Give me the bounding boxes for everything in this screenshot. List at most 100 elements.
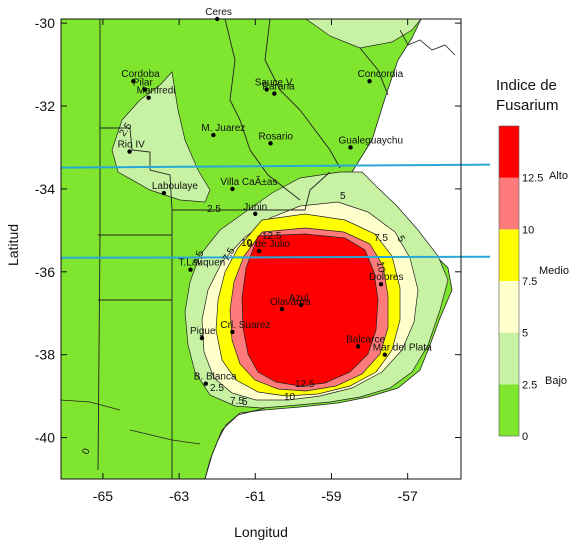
city-dot xyxy=(367,78,372,84)
city-label: Gualeguaychu xyxy=(339,135,404,146)
city-dot xyxy=(131,78,136,84)
x-tick-label: -59 xyxy=(321,488,341,504)
city-label: 9 de Julio xyxy=(247,239,290,250)
city-marker: Manfredi xyxy=(137,86,176,100)
city-label: Junin xyxy=(243,202,267,213)
city-dot xyxy=(230,329,235,335)
city-dot xyxy=(230,186,235,192)
city-label: Cordoba xyxy=(121,69,160,80)
legend-swatch xyxy=(499,281,519,333)
city-marker: Laboulaye xyxy=(152,181,199,196)
city-dot xyxy=(348,145,353,150)
southern-coast xyxy=(61,399,266,479)
city-label: Concordia xyxy=(358,69,404,80)
legend-title-line1: Indice de xyxy=(496,77,557,94)
legend-title-line2: Fusarium xyxy=(496,97,559,114)
city-dot xyxy=(127,149,132,154)
y-tick-label: -40 xyxy=(35,430,55,446)
city-dot xyxy=(298,302,304,308)
plot-frame xyxy=(60,18,462,480)
zone-2.5-5-north xyxy=(305,19,422,49)
city-marker: Villa CaÃ±as xyxy=(220,175,277,192)
city-marker: B. Blanca xyxy=(194,372,237,386)
contour-label: 12.5 xyxy=(262,231,282,242)
city-label: Crl. Suarez xyxy=(220,320,270,331)
city-marker: Rosario xyxy=(259,131,294,146)
city-label: Villa CaÃ±as xyxy=(220,175,277,188)
x-tick-label: -65 xyxy=(93,488,113,504)
contour-label: 10 xyxy=(241,238,253,249)
city-dot xyxy=(382,352,388,357)
contour-label: 5 xyxy=(394,234,407,245)
legend-swatch xyxy=(499,384,519,436)
y-tick-label: -30 xyxy=(35,15,55,31)
city-marker: M. Juarez xyxy=(201,123,245,138)
contour-label: 12.5 xyxy=(295,379,315,390)
city-dot xyxy=(146,95,151,100)
city-label: Pilar xyxy=(133,77,154,88)
zone-2.5-5-west xyxy=(111,71,211,203)
city-label: Sauce V. xyxy=(255,77,295,88)
city-marker: Azul xyxy=(289,293,308,308)
city-label: Manfredi xyxy=(137,86,176,97)
city-label: Olavarria xyxy=(270,297,311,308)
x-tick-label: -63 xyxy=(169,488,189,504)
y-tick-label: -36 xyxy=(35,264,55,280)
contour-label: 5 xyxy=(340,191,346,202)
y-tick-label: -34 xyxy=(35,181,55,197)
legend-class-medium: Medio xyxy=(539,265,569,277)
contour-label: 10 xyxy=(284,392,296,403)
city-label: Pigue xyxy=(190,326,216,337)
legend-class-high: Alto xyxy=(549,170,568,182)
city-label: Mar del Plata xyxy=(373,343,432,354)
city-marker: Gualeguaychu xyxy=(339,135,404,150)
contour-label: 10 xyxy=(374,261,387,274)
city-label: M. Juarez xyxy=(201,123,245,134)
highlight-line xyxy=(60,255,491,259)
city-label: Laboulaye xyxy=(152,181,199,192)
city-marker: Rio IV xyxy=(118,140,146,154)
contour-labels: 2.5 2.5 5 7.5 10 12.5 2.5 7.5 10 5 2.5 7… xyxy=(80,121,406,456)
contour-label: 2.5 xyxy=(192,249,206,266)
city-dot xyxy=(142,87,148,92)
city-label: Rio IV xyxy=(118,140,146,151)
zone-12.5-plus xyxy=(241,233,379,387)
city-label: Rosario xyxy=(259,131,294,142)
contour-label: 7.5 xyxy=(230,396,244,407)
legend-tick-label: 12.5 xyxy=(522,173,543,185)
legend-swatch xyxy=(499,229,519,281)
legend-tick-label: 0 xyxy=(522,431,528,443)
city-dot xyxy=(161,190,167,196)
y-tick-label: -32 xyxy=(35,98,55,114)
city-label: Ceres xyxy=(205,7,232,18)
city-dot xyxy=(279,306,285,312)
legend-swatch xyxy=(499,332,519,385)
contour-label: 2.5 xyxy=(207,204,221,215)
legend-swatch xyxy=(499,126,519,178)
legend-tick-label: 5 xyxy=(522,328,528,340)
x-axis-label: Longitud xyxy=(234,524,288,540)
map-layers xyxy=(61,19,456,479)
city-dot xyxy=(211,132,216,138)
city-marker: Crl. Suarez xyxy=(220,320,270,335)
city-dot xyxy=(378,282,384,287)
city-marker: Dolores xyxy=(369,272,403,287)
city-marker: Cordoba xyxy=(121,69,160,84)
legend-frame xyxy=(498,125,520,437)
y-tick-label: -38 xyxy=(35,347,55,363)
y-axis-ticks: -30 -32 -34 -36 -38 -40 xyxy=(35,15,461,446)
legend-tick-label: 2.5 xyxy=(522,379,537,391)
city-label: Dolores xyxy=(369,272,403,283)
highlight-line xyxy=(60,163,491,169)
x-tick-label: -61 xyxy=(245,488,265,504)
city-marker: Parana xyxy=(262,82,295,96)
city-dot xyxy=(199,335,205,341)
city-marker: Sauce V. xyxy=(255,77,295,92)
river xyxy=(399,29,456,56)
legend-swatch xyxy=(499,177,519,230)
city-dot xyxy=(253,211,258,216)
contour-label: 5 xyxy=(242,397,248,408)
city-label: B. Blanca xyxy=(194,372,237,383)
city-marker: 9 de Julio xyxy=(247,239,290,254)
